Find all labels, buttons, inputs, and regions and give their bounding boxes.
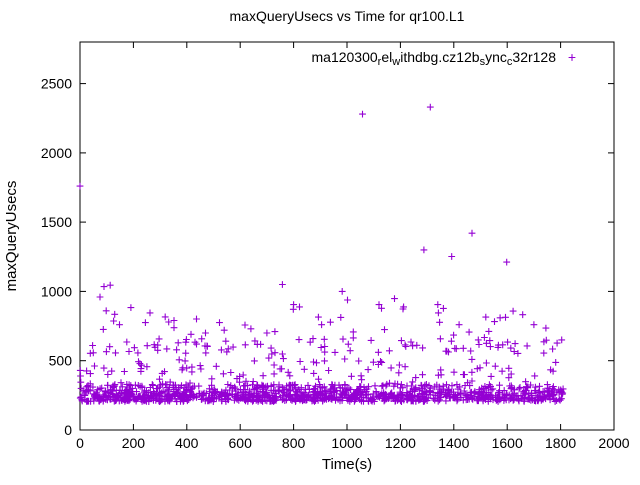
x-axis-ticks xyxy=(79,42,615,430)
x-tick-label: 800 xyxy=(282,435,306,451)
x-tick-label: 400 xyxy=(175,435,199,451)
y-tick-label: 1000 xyxy=(41,283,72,299)
y-axis-ticks xyxy=(80,83,614,431)
legend-marker-plus-icon xyxy=(568,54,576,61)
x-tick-labels: 0 200 400 600 800 1000 1200 1400 1600 1800 2000 xyxy=(76,435,630,451)
x-tick-label: 1600 xyxy=(492,435,523,451)
x-tick-label: 200 xyxy=(122,435,146,451)
y-tick-label: 2500 xyxy=(41,76,72,92)
y-tick-label: 2000 xyxy=(41,145,72,161)
x-tick-label: 1800 xyxy=(545,435,576,451)
x-tick-label: 1200 xyxy=(385,435,416,451)
x-tick-label: 2000 xyxy=(598,435,629,451)
legend-label: ma120300relwithdbg.cz12bsyncc32r128 xyxy=(312,49,557,68)
data-points-layer xyxy=(76,103,567,405)
x-tick-label: 0 xyxy=(76,435,84,451)
legend: ma120300relwithdbg.cz12bsyncc32r128 xyxy=(312,49,576,68)
x-tick-label: 1400 xyxy=(438,435,469,451)
y-axis-label: maxQueryUsecs xyxy=(3,181,20,292)
y-tick-labels: 0 500 1000 1500 2000 2500 xyxy=(41,76,72,438)
data-points xyxy=(76,103,567,405)
x-axis-label: Time(s) xyxy=(322,456,372,473)
y-tick-label: 0 xyxy=(64,422,72,438)
y-tick-label: 500 xyxy=(49,353,73,369)
x-tick-label: 1000 xyxy=(331,435,362,451)
x-tick-label: 600 xyxy=(229,435,253,451)
chart-title: maxQueryUsecs vs Time for qr100.L1 xyxy=(230,8,465,24)
plot-border xyxy=(79,41,615,431)
y-tick-label: 1500 xyxy=(41,214,72,230)
axes-layer: 0 200 400 600 800 1000 1200 1400 1600 1800 2000 0 50… xyxy=(41,41,630,451)
